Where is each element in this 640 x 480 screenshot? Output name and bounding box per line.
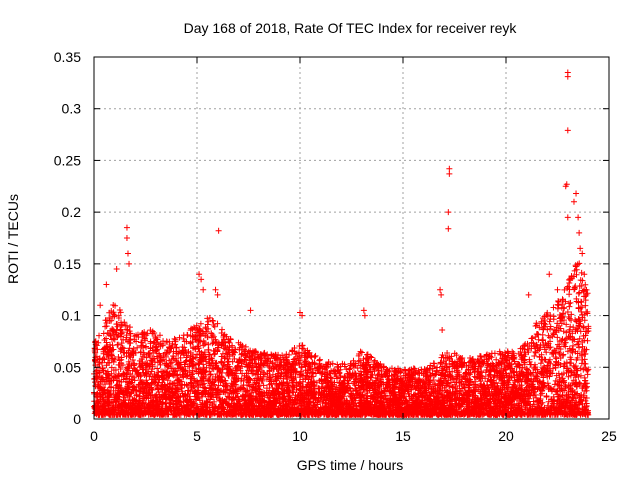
- data-point: [453, 352, 460, 359]
- data-point: [531, 365, 538, 372]
- data-point: [291, 355, 298, 362]
- data-point: [218, 358, 225, 365]
- data-point: [560, 317, 567, 324]
- data-point: [355, 352, 362, 359]
- data-point: [208, 334, 215, 341]
- data-point: [581, 356, 588, 363]
- data-point: [139, 359, 146, 366]
- data-point: [449, 384, 456, 391]
- data-point: [446, 368, 453, 375]
- data-point: [185, 387, 192, 394]
- data-point: [533, 373, 540, 380]
- data-point: [199, 381, 206, 388]
- data-point: [93, 353, 100, 360]
- data-point: [581, 388, 588, 395]
- data-point: [556, 350, 563, 357]
- data-point: [539, 331, 546, 338]
- data-point: [223, 350, 230, 357]
- chart-title: Day 168 of 2018, Rate Of TEC Index for r…: [184, 20, 518, 36]
- data-point: [280, 375, 287, 382]
- data-point: [532, 323, 539, 330]
- data-point: [313, 379, 320, 386]
- data-point: [578, 269, 585, 276]
- data-point: [584, 308, 591, 315]
- data-point: [584, 337, 591, 344]
- data-point: [211, 351, 218, 358]
- data-point: [546, 318, 553, 325]
- data-point: [539, 369, 546, 376]
- data-point: [575, 305, 582, 312]
- data-point: [159, 399, 166, 406]
- data-point: [218, 359, 225, 366]
- data-point: [567, 299, 574, 306]
- data-point: [457, 355, 464, 362]
- data-point: [156, 332, 163, 339]
- data-point: [231, 355, 238, 362]
- data-point: [205, 318, 212, 325]
- data-point: [555, 370, 562, 377]
- data-point: [93, 342, 100, 349]
- data-point: [560, 328, 567, 335]
- data-point: [555, 298, 562, 305]
- data-point: [96, 332, 103, 339]
- data-point: [290, 383, 297, 390]
- data-point: [197, 320, 204, 327]
- data-point: [206, 314, 213, 321]
- data-point: [556, 311, 563, 318]
- data-point: [477, 353, 484, 360]
- data-point: [164, 377, 171, 384]
- data-point: [552, 377, 559, 384]
- data-point: [96, 359, 103, 366]
- data-point: [563, 321, 570, 328]
- data-point: [569, 330, 576, 337]
- data-point: [565, 373, 572, 380]
- data-point: [184, 382, 191, 389]
- data-point: [368, 354, 375, 361]
- data-point: [576, 344, 583, 351]
- data-point: [214, 320, 221, 327]
- data-point: [296, 342, 303, 349]
- plot-area: [91, 69, 592, 418]
- data-point: [584, 383, 591, 390]
- data-point: [543, 349, 550, 356]
- data-point: [547, 323, 554, 330]
- data-point: [311, 353, 318, 360]
- data-point: [566, 303, 573, 310]
- data-point: [531, 353, 538, 360]
- data-point: [126, 339, 133, 346]
- data-point: [554, 334, 561, 341]
